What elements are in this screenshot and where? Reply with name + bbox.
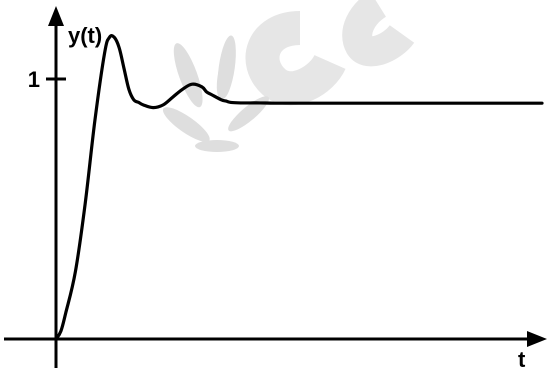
- watermark-c-shape: [245, 11, 346, 106]
- y-axis-label: y(t): [68, 23, 102, 48]
- series-layer: [54, 34, 544, 341]
- y-axis-arrow-icon: [48, 6, 64, 26]
- watermark-petals: [162, 35, 269, 152]
- y-ticks: 1: [28, 67, 66, 92]
- y-tick-label: 1: [28, 67, 40, 92]
- watermark-e-shape: [342, 0, 415, 67]
- x-axis-label: t: [518, 347, 526, 371]
- series-line-0: [54, 34, 544, 341]
- x-axis-arrow-icon: [527, 331, 547, 347]
- watermark-logo: [162, 0, 415, 152]
